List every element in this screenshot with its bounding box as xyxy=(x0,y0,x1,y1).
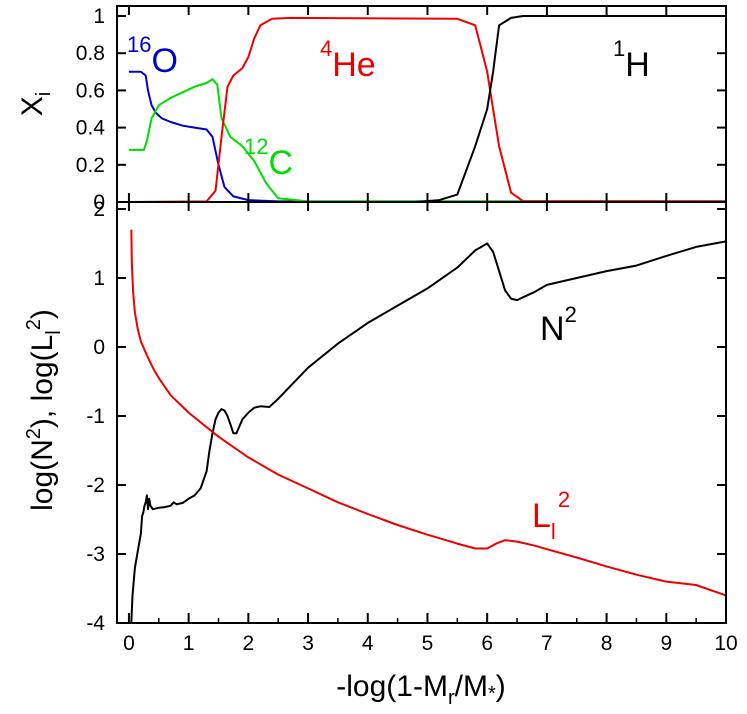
ylabel-part-2: 2 xyxy=(23,428,45,439)
top-y-ticks: 0 0.2 0.4 0.6 0.8 1 xyxy=(76,5,726,214)
annotation-ll2-sub: l xyxy=(551,519,556,544)
annotation-h1: 1H xyxy=(613,36,650,84)
top-series-group xyxy=(127,6,727,203)
ylabel-part-4: l xyxy=(43,330,65,334)
top-y-tick-label: 0 xyxy=(93,191,105,214)
bottom-x-ticks: 0 1 2 3 4 5 6 7 8 9 10 xyxy=(123,202,738,655)
xlabel-sub: r xyxy=(448,687,455,709)
top-y-axis-title-sub: i xyxy=(33,92,55,96)
bottom-y-tick-label: 0 xyxy=(93,336,105,359)
ylabel-part-1: log(N xyxy=(26,439,59,511)
bottom-y-tick-label: -2 xyxy=(86,474,105,497)
bottom-x-tick-label: 3 xyxy=(302,632,314,655)
annotation-n2: N2 xyxy=(540,302,577,348)
bottom-y-tick-label: -4 xyxy=(86,612,105,635)
annotation-o16: 16O xyxy=(127,32,178,80)
bottom-x-tick-label: 4 xyxy=(362,632,374,655)
bottom-x-tick-label: 6 xyxy=(481,632,493,655)
bottom-panel-frame xyxy=(116,201,727,624)
bottom-y-tick-label: 1 xyxy=(93,267,105,290)
bottom-x-tick-label: 1 xyxy=(183,632,195,655)
bottom-y-axis-title: log(N2), log(Ll2) xyxy=(23,309,65,511)
top-panel: 00.20.40.60.81 Xi 16O 4He 12C 1H xyxy=(16,5,727,214)
annotation-o16-sup: 16 xyxy=(127,32,151,57)
annotation-n2-sup: 2 xyxy=(565,302,577,327)
bottom-y-tick-label: 2 xyxy=(93,198,105,221)
top-series-1h xyxy=(128,15,726,203)
ylabel-part-6: ) xyxy=(26,309,59,319)
annotation-he4-base: He xyxy=(332,46,375,84)
bottom-series-group xyxy=(130,229,727,624)
bottom-x-tick-label: 8 xyxy=(601,632,613,655)
top-y-axis-title: Xi xyxy=(16,92,55,116)
bottom-x-tick-label: 7 xyxy=(541,632,553,655)
bottom-x-tick-label: 2 xyxy=(243,632,255,655)
bottom-x-tick-label: 5 xyxy=(422,632,434,655)
annotation-h1-sup: 1 xyxy=(613,36,625,61)
xlabel-tail: /M xyxy=(455,670,488,703)
bottom-x-tick-label: 10 xyxy=(714,632,737,655)
bottom-series-n2 xyxy=(130,240,727,624)
annotation-c12: 12C xyxy=(244,134,293,182)
annotation-he4-sup: 4 xyxy=(320,36,332,61)
ylabel-part-5: 2 xyxy=(23,319,45,330)
annotation-ll2: Ll2 xyxy=(532,487,570,544)
annotation-ll2-base: L xyxy=(532,497,551,535)
ylabel-part-3: ), log(L xyxy=(26,335,59,428)
top-series-4he xyxy=(128,16,727,203)
bottom-series-ll2 xyxy=(130,229,727,597)
bottom-x-tick-label: 0 xyxy=(123,632,135,655)
top-y-tick-label: 0.2 xyxy=(76,154,105,177)
bottom-y-ticks: -4 -3 -2 -1 0 1 2 xyxy=(86,198,726,635)
annotation-he4: 4He xyxy=(320,36,376,84)
annotation-ll2-sup: 2 xyxy=(558,487,570,512)
annotation-h1-base: H xyxy=(625,46,650,84)
bottom-x-tick-label: 9 xyxy=(660,632,672,655)
top-y-axis-title-main: X xyxy=(16,96,49,116)
bottom-y-tick-label: -1 xyxy=(86,405,105,428)
xlabel-star: * xyxy=(488,683,496,705)
top-series-16o xyxy=(128,70,726,203)
xlabel-end: ) xyxy=(496,670,506,703)
annotation-c12-base: C xyxy=(268,144,293,182)
annotation-c12-sup: 12 xyxy=(244,134,268,159)
top-y-tick-label: 1 xyxy=(93,5,105,28)
bottom-x-axis-title: -log(1-Mr/M*) xyxy=(336,670,505,709)
top-y-tick-label: 0.8 xyxy=(76,42,105,65)
annotation-n2-base: N xyxy=(540,310,565,348)
annotation-o16-base: O xyxy=(151,42,177,80)
bottom-y-tick-label: -3 xyxy=(86,543,105,566)
top-y-tick-label: 0.4 xyxy=(76,117,106,140)
top-y-tick-label: 0.6 xyxy=(76,79,105,102)
top-series-12c xyxy=(128,78,726,203)
xlabel-main: -log(1-M xyxy=(336,670,448,703)
